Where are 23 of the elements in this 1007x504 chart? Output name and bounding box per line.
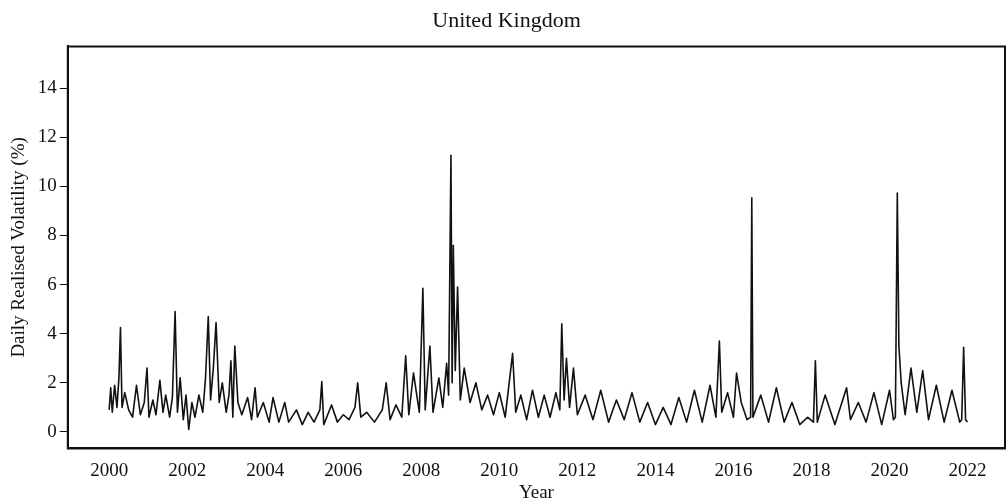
y-tick-label: 12	[37, 125, 57, 147]
y-axis-title: Daily Realised Volatility (%)	[7, 137, 30, 358]
y-tick-label: 6	[47, 272, 57, 294]
y-tick-label: 4	[47, 321, 58, 343]
x-tick-label: 2006	[324, 458, 363, 480]
x-tick-label: 2010	[480, 458, 519, 480]
x-tick-label: 2012	[558, 458, 597, 480]
x-tick-label: 2004	[246, 458, 285, 480]
x-tick-label: 2014	[636, 458, 675, 480]
x-tick-label: 2018	[792, 458, 831, 480]
y-tick-label: 0	[47, 419, 57, 441]
y-tick-label: 10	[37, 174, 57, 196]
x-tick-label: 2008	[402, 458, 441, 480]
x-tick-label: 2020	[870, 458, 909, 480]
y-tick-label: 2	[47, 370, 57, 392]
x-tick-label: 2016	[714, 458, 753, 480]
x-tick-label: 2002	[168, 458, 207, 480]
x-tick-label: 2000	[90, 458, 129, 480]
chart-title: United Kingdom	[432, 6, 581, 32]
x-axis-title: Year	[518, 480, 555, 502]
y-tick-label: 14	[37, 76, 58, 98]
y-tick-label: 8	[47, 223, 57, 245]
x-tick-label: 2022	[948, 458, 987, 480]
